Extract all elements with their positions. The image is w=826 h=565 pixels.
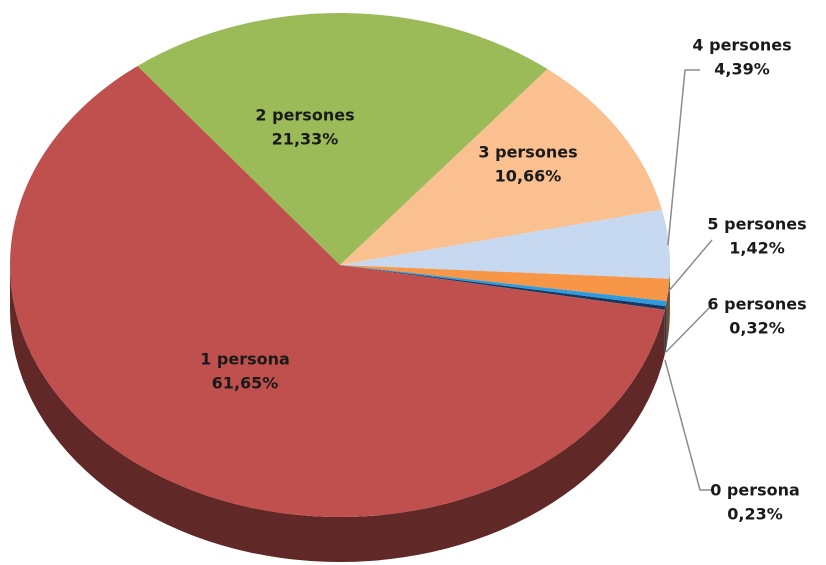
slice-side bbox=[10, 265, 665, 562]
slice-category-label: 6 persones bbox=[707, 295, 806, 314]
slice-category-label: 0 persona bbox=[710, 481, 800, 500]
slice bbox=[9, 65, 665, 518]
slice-value-label: 10,66% bbox=[495, 167, 562, 186]
slice-value-label: 0,32% bbox=[729, 319, 785, 338]
slice-value-label: 21,33% bbox=[272, 130, 339, 149]
slice bbox=[340, 69, 662, 265]
slice bbox=[137, 13, 548, 265]
slice-side bbox=[664, 306, 666, 355]
slice-side bbox=[665, 301, 667, 352]
slice-category-label: 2 persones bbox=[255, 106, 354, 125]
slice bbox=[340, 265, 667, 307]
leader-line bbox=[667, 69, 700, 246]
slice-value-label: 4,39% bbox=[714, 60, 770, 79]
slice bbox=[340, 265, 666, 310]
leader-line bbox=[665, 304, 713, 353]
slice-category-label: 5 persones bbox=[707, 215, 806, 234]
slice-side bbox=[666, 278, 670, 347]
slice-category-label: 3 persones bbox=[478, 143, 577, 162]
slice-category-label: 4 persones bbox=[692, 36, 791, 55]
slice-category-label: 1 persona bbox=[200, 350, 290, 369]
slice-value-label: 1,42% bbox=[729, 239, 785, 258]
slice-value-label: 61,65% bbox=[212, 374, 279, 393]
leader-line bbox=[664, 359, 712, 491]
slice-value-label: 0,23% bbox=[727, 505, 783, 524]
slice bbox=[340, 209, 670, 279]
slice bbox=[340, 265, 670, 302]
leader-line bbox=[667, 239, 713, 293]
